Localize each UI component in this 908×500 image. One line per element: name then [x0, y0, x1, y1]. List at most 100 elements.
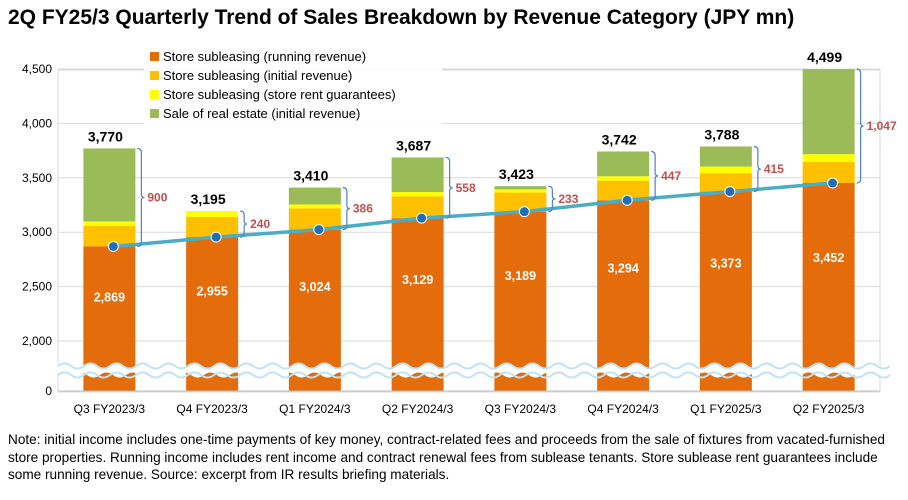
difference-bracket — [753, 145, 761, 193]
axis-break-wave — [57, 362, 891, 370]
difference-bracket — [137, 147, 145, 248]
bar-segment — [494, 211, 547, 391]
x-category-label: Q2 FY2024/3 — [382, 402, 454, 416]
bar-segment — [802, 69, 855, 155]
total-label: 3,195 — [191, 191, 226, 207]
bar-segment — [186, 210, 239, 217]
y-tick-label: 4,500 — [22, 62, 52, 76]
bar-segment — [802, 161, 855, 184]
bar-value-label: 3,452 — [813, 251, 844, 265]
trend-point — [518, 206, 530, 218]
bar-value-label: 3,024 — [299, 280, 330, 294]
difference-label: 558 — [456, 181, 476, 195]
bar-segment — [597, 176, 650, 181]
bar-value-label: 2,869 — [94, 290, 125, 304]
bar-segment — [494, 186, 547, 190]
x-category-label: Q3 FY2023/3 — [74, 402, 146, 416]
bar-segment — [391, 218, 444, 391]
difference-bracket — [856, 68, 864, 184]
y-tick-label: 3,000 — [22, 225, 52, 239]
legend-entry: Store subleasing (initial revenue) — [163, 68, 352, 83]
axis-break-band — [48, 363, 890, 378]
difference-bracket — [342, 186, 350, 231]
footnote: Note: initial income includes one-time p… — [8, 432, 885, 482]
difference-label: 1,047 — [867, 119, 897, 133]
bar-value-label: 3,129 — [402, 273, 433, 287]
bar-segment — [391, 157, 444, 193]
legend-entry: Sale of real estate (initial revenue) — [163, 106, 360, 121]
legend-swatch — [150, 109, 159, 118]
difference-label: 240 — [250, 217, 270, 231]
difference-bracket — [651, 150, 659, 201]
total-label: 3,410 — [293, 168, 328, 184]
difference-label: 447 — [661, 169, 681, 183]
bar-segment — [494, 189, 547, 193]
y-tick-label: 4,000 — [22, 116, 52, 130]
bar-value-label: 3,294 — [607, 262, 638, 276]
x-category-label: Q1 FY2025/3 — [690, 402, 762, 416]
trend-point — [107, 240, 119, 252]
bar-segment — [83, 225, 136, 247]
difference-label: 386 — [353, 202, 373, 216]
stacked-bar-chart: 2,869 3,770 2,955 3,195 3,024 3,410 3,129 3,687… — [22, 49, 897, 416]
bar-segment — [288, 204, 341, 209]
y-tick-label: 3,500 — [22, 171, 52, 185]
y-tick-label: 0 — [45, 384, 52, 398]
difference-label: 900 — [147, 190, 167, 204]
legend-entry: Store subleasing (store rent guarantees) — [163, 87, 396, 102]
difference-label: 415 — [764, 162, 784, 176]
difference-bracket — [445, 156, 453, 219]
bar-value-label: 3,189 — [505, 269, 536, 283]
trend-point — [621, 194, 633, 206]
legend: Store subleasing (running revenue) Store … — [144, 49, 442, 128]
bar-segment — [597, 180, 650, 201]
trend-point — [827, 177, 839, 189]
bar-segment — [699, 166, 752, 174]
difference-label: 233 — [558, 192, 578, 206]
difference-bracket — [240, 210, 248, 238]
total-label: 3,423 — [499, 166, 534, 182]
bar-segment — [391, 196, 444, 219]
legend-swatch — [150, 90, 159, 99]
difference-bracket — [548, 185, 556, 213]
bar-segment — [699, 146, 752, 167]
bar-value-label: 3,373 — [710, 256, 741, 270]
bar-segment — [83, 148, 136, 222]
bar-segment — [699, 173, 752, 192]
total-label: 3,687 — [396, 137, 431, 153]
data-labels: 2,869 3,770 2,955 3,195 3,024 3,410 3,129 3,687… — [88, 49, 897, 304]
total-label: 3,770 — [88, 128, 123, 144]
bar-segment — [802, 154, 855, 162]
y-tick-label: 2,500 — [22, 280, 52, 294]
trend-point — [724, 186, 736, 198]
bar-segment — [186, 216, 239, 238]
trend-polyline — [113, 181, 833, 249]
legend-background — [144, 52, 442, 128]
bar-segment — [288, 187, 341, 205]
y-tick-label: 2,000 — [22, 334, 52, 348]
trend-point — [416, 212, 428, 224]
x-category-label: Q3 FY2024/3 — [485, 402, 557, 416]
total-label: 3,742 — [602, 131, 637, 147]
bar-segment — [288, 208, 341, 230]
x-category-label: Q4 FY2024/3 — [587, 402, 659, 416]
chart-title: 2Q FY25/3 Quarterly Trend of Sales Break… — [8, 6, 795, 29]
bar-segment — [83, 221, 136, 226]
axis-break — [48, 362, 891, 392]
trend-point — [210, 231, 222, 243]
bar-segment — [391, 192, 444, 197]
bar-segment — [802, 183, 855, 391]
legend-entry: Store subleasing (running revenue) — [163, 49, 366, 64]
bar-segment — [597, 151, 650, 177]
x-category-label: Q2 FY2025/3 — [793, 402, 865, 416]
bar-value-label: 2,955 — [196, 285, 227, 299]
x-category-label: Q4 FY2023/3 — [176, 402, 248, 416]
bar-segment — [597, 200, 650, 391]
x-category-label: Q1 FY2024/3 — [279, 402, 351, 416]
y-axis: 0 2,000 2,500 3,000 3,500 4,000 4,500 — [22, 62, 52, 398]
trend-line — [107, 177, 839, 252]
axis-break-wave — [57, 371, 891, 379]
legend-swatch — [150, 71, 159, 80]
legend-swatch — [150, 52, 159, 61]
total-label: 4,499 — [807, 49, 842, 65]
